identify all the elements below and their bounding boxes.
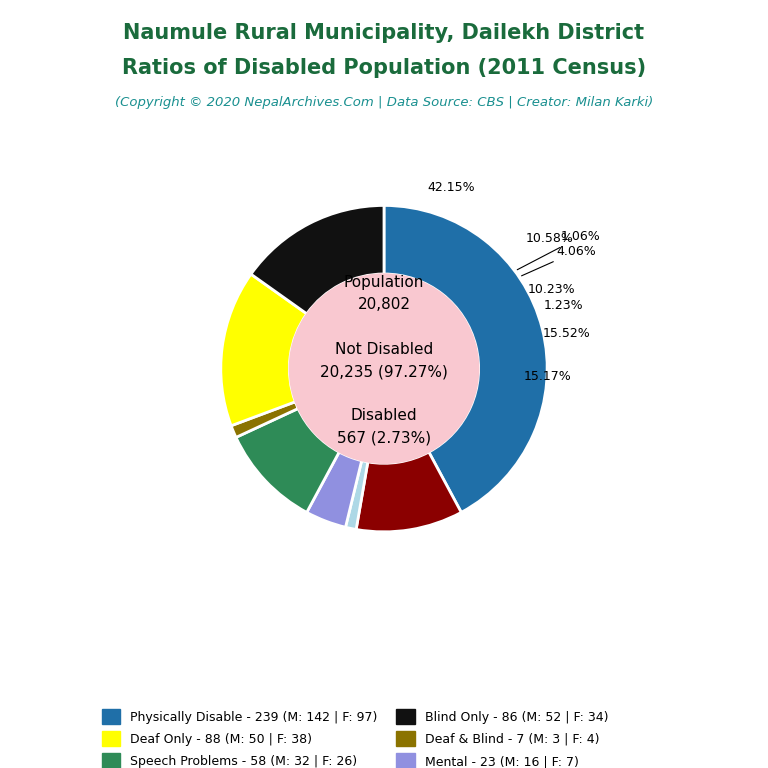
Wedge shape xyxy=(231,402,298,438)
Wedge shape xyxy=(236,409,339,512)
Text: 15.52%: 15.52% xyxy=(543,326,591,339)
Wedge shape xyxy=(346,461,368,529)
Text: (Copyright © 2020 NepalArchives.Com | Data Source: CBS | Creator: Milan Karki): (Copyright © 2020 NepalArchives.Com | Da… xyxy=(115,96,653,109)
Text: Population
20,802

Not Disabled
20,235 (97.27%)

Disabled
567 (2.73%): Population 20,802 Not Disabled 20,235 (9… xyxy=(320,275,448,445)
Text: 10.23%: 10.23% xyxy=(528,283,575,296)
Text: 42.15%: 42.15% xyxy=(428,180,475,194)
Wedge shape xyxy=(306,452,362,528)
Wedge shape xyxy=(251,205,384,314)
Text: Naumule Rural Municipality, Dailekh District: Naumule Rural Municipality, Dailekh Dist… xyxy=(124,23,644,43)
Text: Ratios of Disabled Population (2011 Census): Ratios of Disabled Population (2011 Cens… xyxy=(122,58,646,78)
Wedge shape xyxy=(221,274,307,425)
Text: 1.06%: 1.06% xyxy=(518,230,601,270)
Circle shape xyxy=(290,274,478,463)
Legend: Physically Disable - 239 (M: 142 | F: 97), Deaf Only - 88 (M: 50 | F: 38), Speec: Physically Disable - 239 (M: 142 | F: 97… xyxy=(101,709,667,768)
Text: 4.06%: 4.06% xyxy=(521,245,597,276)
Wedge shape xyxy=(384,206,547,512)
Text: 10.58%: 10.58% xyxy=(526,232,574,245)
Text: 1.23%: 1.23% xyxy=(544,299,583,312)
Text: 15.17%: 15.17% xyxy=(524,370,571,383)
Wedge shape xyxy=(356,452,462,531)
